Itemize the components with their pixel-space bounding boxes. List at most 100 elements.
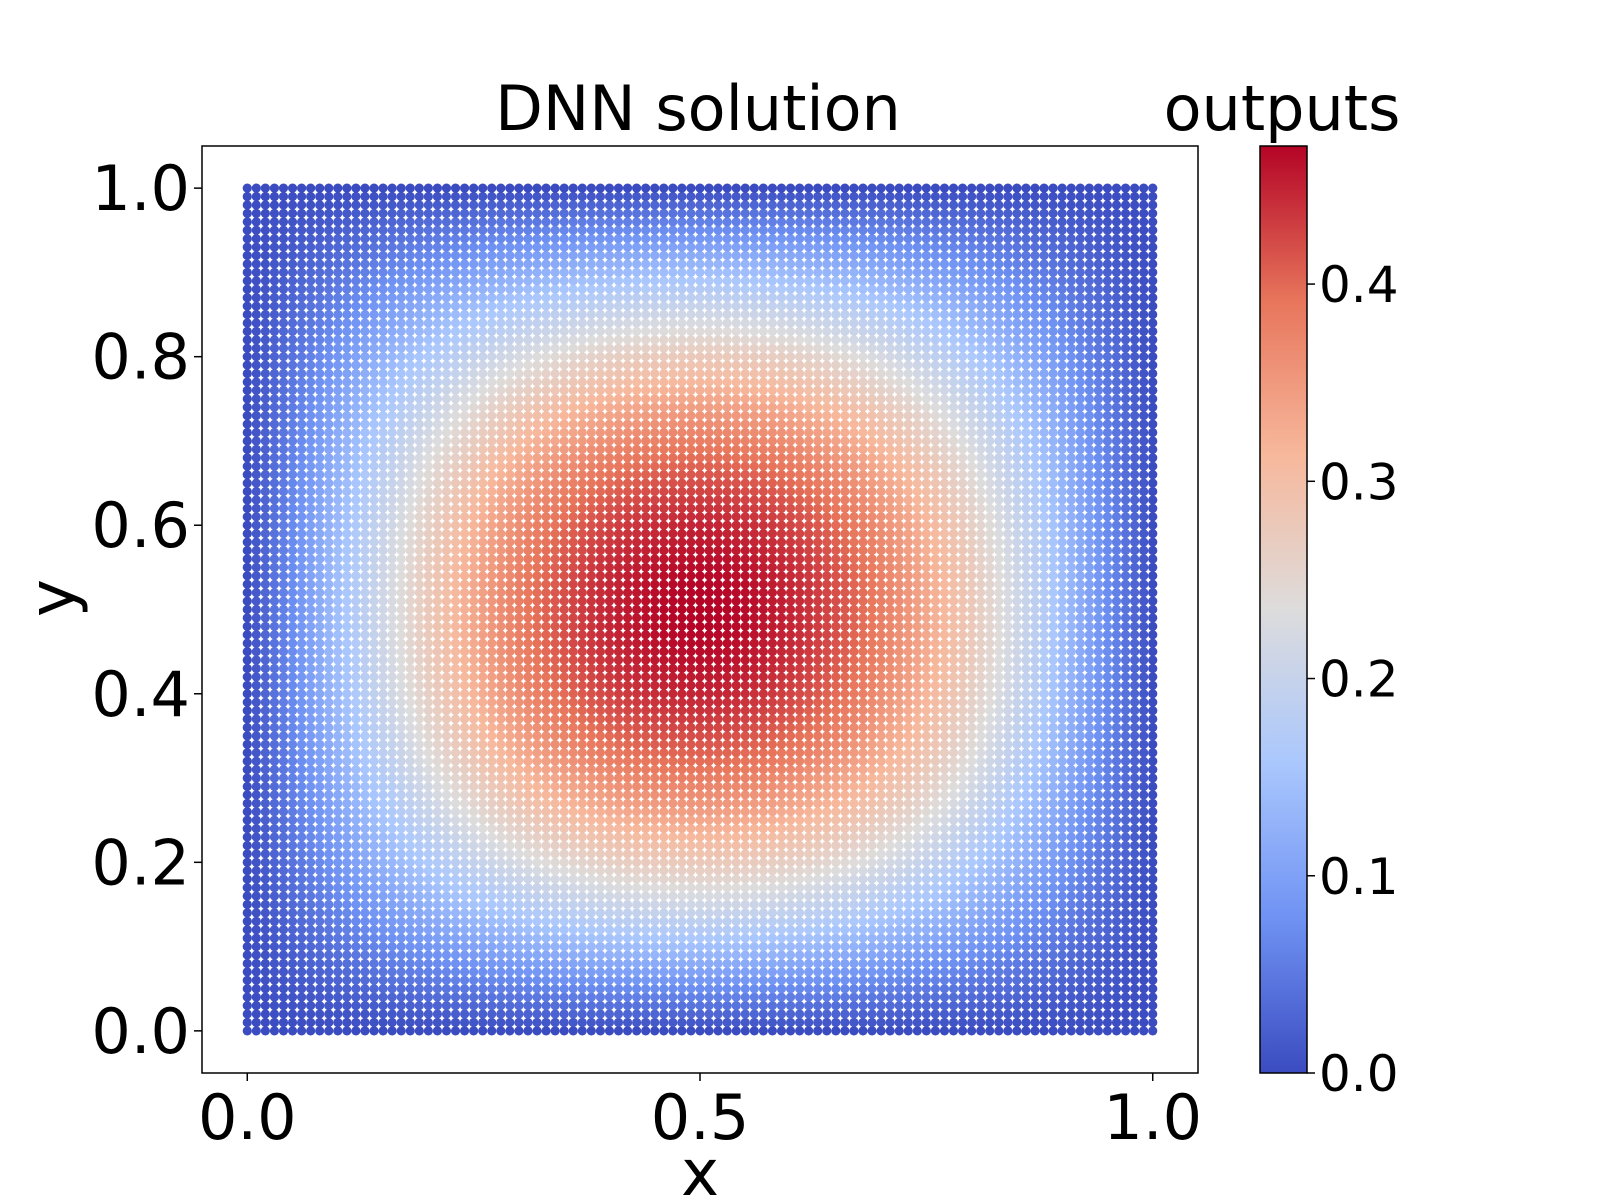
scatter-point bbox=[487, 706, 497, 716]
scatter-point bbox=[867, 815, 877, 825]
scatter-point bbox=[668, 706, 678, 716]
scatter-point bbox=[622, 908, 633, 918]
scatter-point bbox=[650, 689, 660, 699]
scatter-point bbox=[242, 663, 252, 674]
scatter-point bbox=[306, 697, 316, 707]
scatter-point bbox=[396, 916, 406, 926]
scatter-point bbox=[804, 621, 814, 631]
scatter-point bbox=[804, 765, 814, 775]
scatter-point bbox=[1148, 739, 1158, 749]
scatter-point bbox=[478, 1017, 488, 1028]
scatter-point bbox=[632, 765, 642, 775]
scatter-point bbox=[595, 984, 606, 994]
scatter-point bbox=[315, 655, 325, 665]
scatter-point bbox=[731, 1017, 741, 1028]
scatter-point bbox=[632, 748, 642, 758]
scatter-point bbox=[976, 908, 986, 918]
scatter-point bbox=[604, 840, 615, 851]
scatter-point bbox=[1093, 756, 1103, 766]
scatter-point bbox=[324, 638, 334, 648]
scatter-point bbox=[776, 866, 787, 876]
scatter-point bbox=[1066, 824, 1076, 834]
scatter-point bbox=[469, 815, 479, 825]
scatter-point bbox=[1148, 967, 1158, 977]
scatter-point bbox=[604, 967, 615, 977]
scatter-point bbox=[677, 815, 687, 825]
scatter-point bbox=[776, 908, 787, 918]
scatter-point bbox=[930, 748, 941, 758]
scatter-point bbox=[541, 832, 551, 842]
scatter-point bbox=[686, 722, 696, 733]
scatter-point bbox=[894, 663, 904, 674]
scatter-point bbox=[1039, 1000, 1049, 1011]
scatter-point bbox=[1057, 647, 1067, 657]
scatter-point bbox=[242, 748, 252, 758]
scatter-point bbox=[686, 706, 696, 716]
scatter-point bbox=[912, 731, 922, 741]
scatter-point bbox=[1120, 908, 1131, 918]
scatter-point bbox=[423, 908, 433, 918]
scatter-point bbox=[450, 790, 461, 800]
scatter-point bbox=[550, 832, 560, 842]
scatter-point bbox=[650, 950, 660, 960]
scatter-point bbox=[632, 647, 642, 657]
scatter-point bbox=[713, 992, 723, 1002]
scatter-point bbox=[297, 883, 307, 893]
scatter-point bbox=[695, 663, 705, 674]
scatter-point bbox=[668, 857, 678, 867]
scatter-point bbox=[287, 1000, 298, 1011]
scatter-point bbox=[885, 798, 895, 808]
scatter-point bbox=[1075, 992, 1085, 1002]
scatter-point bbox=[939, 933, 950, 943]
scatter-point bbox=[278, 941, 289, 952]
scatter-point bbox=[342, 798, 352, 808]
scatter-point bbox=[251, 849, 261, 859]
scatter-point bbox=[269, 689, 280, 699]
scatter-point bbox=[595, 613, 606, 623]
scatter-point bbox=[342, 1026, 352, 1036]
scatter-point bbox=[1093, 1009, 1103, 1019]
scatter-point bbox=[704, 706, 714, 716]
scatter-point bbox=[278, 630, 289, 640]
scatter-point bbox=[306, 638, 316, 648]
scatter-point bbox=[523, 891, 533, 901]
scatter-point bbox=[469, 849, 479, 859]
scatter-point bbox=[1003, 883, 1013, 893]
scatter-point bbox=[1120, 899, 1131, 910]
scatter-point bbox=[1066, 1009, 1076, 1019]
scatter-point bbox=[1030, 773, 1040, 783]
scatter-point bbox=[387, 891, 397, 901]
scatter-point bbox=[967, 899, 977, 910]
scatter-point bbox=[1084, 781, 1094, 792]
scatter-point bbox=[360, 908, 370, 918]
scatter-point bbox=[858, 680, 868, 690]
scatter-point bbox=[559, 941, 569, 952]
scatter-point bbox=[496, 1009, 506, 1019]
scatter-point bbox=[876, 781, 886, 792]
scatter-point bbox=[287, 849, 298, 859]
scatter-point bbox=[595, 1026, 606, 1036]
scatter-point bbox=[405, 1017, 415, 1028]
scatter-point bbox=[1021, 689, 1031, 699]
scatter-point bbox=[1030, 857, 1040, 867]
scatter-point bbox=[1012, 866, 1022, 876]
scatter-point bbox=[251, 714, 261, 724]
scatter-point bbox=[831, 1009, 841, 1019]
scatter-point bbox=[831, 689, 841, 699]
scatter-point bbox=[333, 630, 343, 640]
scatter-point bbox=[505, 933, 515, 943]
scatter-point bbox=[342, 655, 352, 665]
scatter-point bbox=[396, 866, 406, 876]
scatter-point bbox=[677, 722, 687, 733]
scatter-point bbox=[586, 773, 596, 783]
scatter-point bbox=[1111, 722, 1122, 733]
scatter-point bbox=[1057, 925, 1067, 935]
scatter-point bbox=[324, 630, 334, 640]
scatter-point bbox=[985, 731, 995, 741]
scatter-point bbox=[396, 849, 406, 859]
scatter-point bbox=[297, 714, 307, 724]
scatter-point bbox=[632, 638, 642, 648]
scatter-point bbox=[505, 849, 515, 859]
scatter-point bbox=[695, 832, 705, 842]
scatter-point bbox=[550, 883, 560, 893]
